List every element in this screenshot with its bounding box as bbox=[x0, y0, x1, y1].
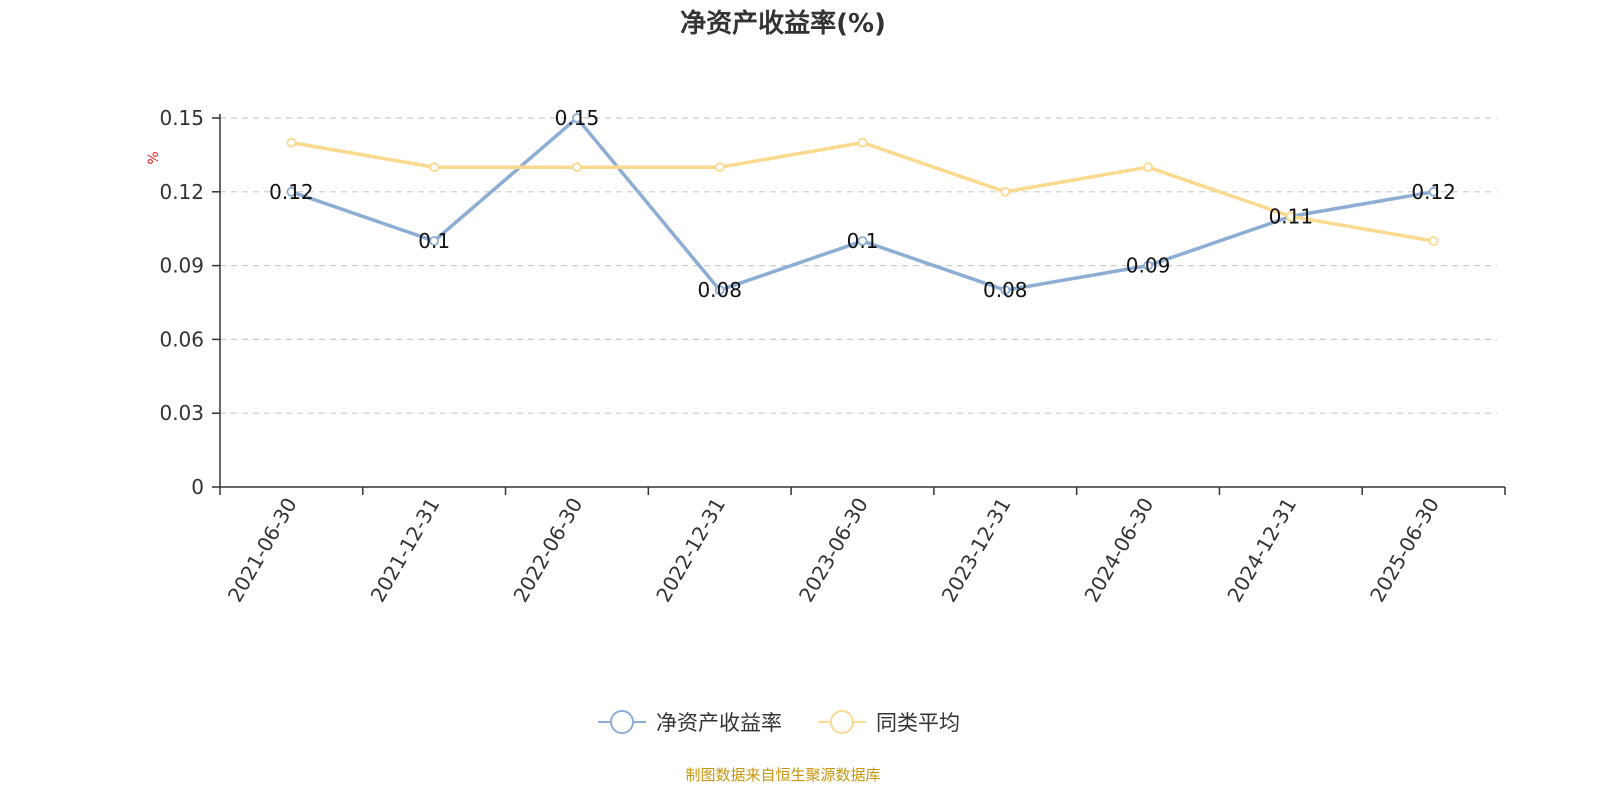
data-point[interactable] bbox=[429, 162, 440, 173]
legend-marker-icon bbox=[610, 710, 634, 734]
data-point[interactable] bbox=[572, 162, 582, 173]
data-point[interactable] bbox=[714, 162, 725, 173]
data-point[interactable] bbox=[286, 186, 297, 197]
data-label: 0.08 bbox=[983, 278, 1028, 302]
data-label: 0.11 bbox=[1269, 204, 1314, 228]
data-labels: 0.12 0.1 0.15 0.08 0.1 0.08 0.09 0.11 0.12 bbox=[269, 106, 1456, 302]
x-tick-label: 2022-12-31 bbox=[651, 494, 730, 607]
data-point[interactable] bbox=[572, 113, 582, 123]
x-tick-label: 2023-12-31 bbox=[937, 494, 1016, 607]
data-label: 0.15 bbox=[555, 106, 600, 130]
y-tick-label: 0 bbox=[191, 475, 204, 499]
data-point[interactable] bbox=[286, 137, 297, 148]
series-lines bbox=[286, 113, 1439, 296]
data-label: 0.12 bbox=[1411, 180, 1456, 204]
source-note: 制图数据来自恒生聚源数据库 bbox=[685, 766, 880, 784]
legend-item-peer-average[interactable]: 同类平均 bbox=[818, 710, 960, 735]
data-point[interactable] bbox=[857, 137, 868, 148]
x-tick-label: 2022-06-30 bbox=[508, 494, 587, 607]
data-label: 0.1 bbox=[847, 229, 879, 253]
data-label: 0.12 bbox=[269, 180, 314, 204]
data-point[interactable] bbox=[1428, 186, 1439, 197]
data-point[interactable] bbox=[857, 236, 868, 246]
data-point[interactable] bbox=[714, 285, 725, 296]
axes: 0 0.03 0.06 0.09 0.12 0.15 2021-06-30 2021-12-3… bbox=[159, 106, 1506, 607]
y-tick-label: 0.09 bbox=[159, 254, 204, 278]
legend-label: 净资产收益率 bbox=[656, 711, 782, 735]
legend-label: 同类平均 bbox=[876, 711, 960, 735]
data-point[interactable] bbox=[1000, 285, 1011, 296]
data-point[interactable] bbox=[1143, 162, 1153, 173]
data-point[interactable] bbox=[1428, 236, 1439, 246]
x-tick-label: 2024-12-31 bbox=[1222, 494, 1301, 607]
series-peer-average bbox=[286, 137, 1439, 246]
data-point[interactable] bbox=[1000, 186, 1011, 197]
y-tick-label: 0.15 bbox=[159, 106, 204, 130]
x-tick-label: 2025-06-30 bbox=[1365, 494, 1444, 607]
grid-lines bbox=[220, 117, 1497, 414]
x-tick-label: 2024-06-30 bbox=[1079, 494, 1158, 607]
chart-title: 净资产收益率(%) bbox=[680, 8, 886, 39]
legend-item-roe[interactable]: 净资产收益率 bbox=[598, 710, 782, 735]
data-label: 0.08 bbox=[697, 278, 742, 302]
data-point[interactable] bbox=[1143, 260, 1153, 271]
legend-marker-icon bbox=[830, 710, 854, 734]
data-label: 0.09 bbox=[1126, 254, 1171, 278]
y-tick-label: 0.06 bbox=[159, 327, 204, 351]
y-tick-label: 0.12 bbox=[159, 180, 204, 204]
data-point[interactable] bbox=[1285, 211, 1296, 222]
data-point[interactable] bbox=[429, 236, 440, 246]
legend[interactable]: 净资产收益率 同类平均 bbox=[598, 710, 960, 735]
y-axis-unit: % bbox=[146, 151, 162, 164]
x-tick-label: 2021-06-30 bbox=[223, 494, 302, 607]
x-tick-label: 2023-06-30 bbox=[794, 494, 873, 607]
y-tick-label: 0.03 bbox=[159, 401, 204, 425]
x-tick-label: 2021-12-31 bbox=[366, 493, 445, 606]
data-label: 0.1 bbox=[418, 229, 450, 253]
